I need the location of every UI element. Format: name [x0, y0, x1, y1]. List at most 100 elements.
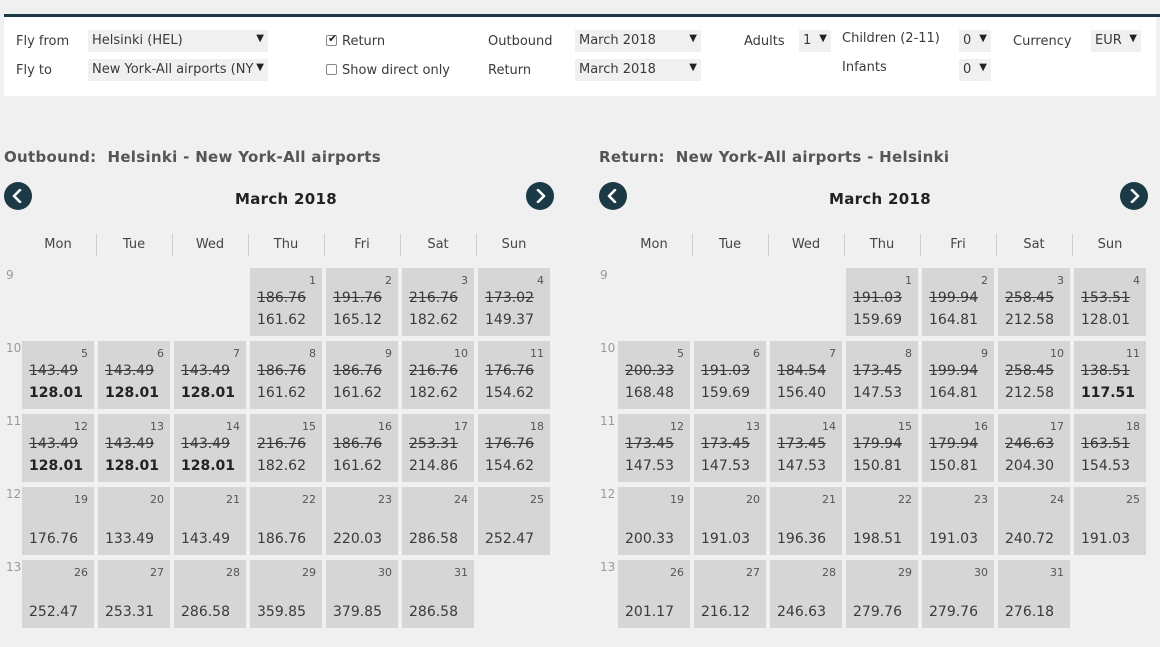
- return-day-cell[interactable]: 26 201.17: [618, 560, 690, 628]
- return-day-cell[interactable]: 14 173.45 147.53: [770, 414, 842, 482]
- week-number: 13: [6, 560, 22, 574]
- outbound-day-cell[interactable]: 15 216.76 182.62: [250, 414, 322, 482]
- outbound-day-cell[interactable]: 21 143.49: [174, 487, 246, 555]
- return-day-cell[interactable]: 1 191.03 159.69: [846, 268, 918, 336]
- return-day-cell[interactable]: 27 216.12: [694, 560, 766, 628]
- infants-select[interactable]: 0 ▼: [959, 59, 991, 81]
- return-prev-month-button[interactable]: [599, 182, 627, 210]
- return-day-cell[interactable]: 17 246.63 204.30: [998, 414, 1070, 482]
- return-next-month-button[interactable]: [1120, 182, 1148, 210]
- outbound-day-cell[interactable]: 4 173.02 149.37: [478, 268, 550, 336]
- return-day-cell[interactable]: 16 179.94 150.81: [922, 414, 994, 482]
- fly-to-label: Fly to: [16, 63, 52, 78]
- outbound-day-cell[interactable]: 30 379.85: [326, 560, 398, 628]
- outbound-day-cell[interactable]: 24 286.58: [402, 487, 474, 555]
- original-price: 143.49: [181, 363, 230, 379]
- return-day-cell[interactable]: 13 173.45 147.53: [694, 414, 766, 482]
- outbound-day-cell[interactable]: 25 252.47: [478, 487, 550, 555]
- currency-select[interactable]: EUR ▼: [1091, 30, 1141, 52]
- outbound-day-cell[interactable]: 31 286.58: [402, 560, 474, 628]
- fly-from-select[interactable]: Helsinki (HEL) ▼: [88, 30, 268, 52]
- outbound-day-cell[interactable]: 9 186.76 161.62: [326, 341, 398, 409]
- outbound-day-cell[interactable]: 28 286.58: [174, 560, 246, 628]
- return-day-cell[interactable]: 18 163.51 154.53: [1074, 414, 1146, 482]
- outbound-day-cell[interactable]: 8 186.76 161.62: [250, 341, 322, 409]
- return-day-cell[interactable]: 2 199.94 164.81: [922, 268, 994, 336]
- day-number: 5: [677, 347, 684, 360]
- dropdown-arrow-icon: ▼: [687, 62, 697, 73]
- direct-only-checkbox[interactable]: [326, 64, 337, 75]
- return-day-cell[interactable]: 6 191.03 159.69: [694, 341, 766, 409]
- infants-value: 0: [963, 62, 972, 77]
- return-day-cell[interactable]: 5 200.33 168.48: [618, 341, 690, 409]
- return-day-cell[interactable]: 8 173.45 147.53: [846, 341, 918, 409]
- return-day-cell[interactable]: 20 191.03: [694, 487, 766, 555]
- return-day-cell[interactable]: 28 246.63: [770, 560, 842, 628]
- return-day-cell[interactable]: 25 191.03: [1074, 487, 1146, 555]
- return-day-cell[interactable]: 15 179.94 150.81: [846, 414, 918, 482]
- outbound-day-cell[interactable]: 27 253.31: [98, 560, 170, 628]
- children-select[interactable]: 0 ▼: [959, 30, 991, 52]
- day-number: 8: [309, 347, 316, 360]
- outbound-day-cell[interactable]: 12 143.49 128.01: [22, 414, 94, 482]
- return-day-cell[interactable]: 31 276.18: [998, 560, 1070, 628]
- return-day-cell[interactable]: 29 279.76: [846, 560, 918, 628]
- outbound-day-cell[interactable]: 16 186.76 161.62: [326, 414, 398, 482]
- return-day-cell[interactable]: 30 279.76: [922, 560, 994, 628]
- outbound-next-month-button[interactable]: [526, 182, 554, 210]
- return-checkbox[interactable]: ✔: [326, 33, 337, 46]
- original-price: 179.94: [929, 436, 978, 452]
- dropdown-arrow-icon: ▼: [977, 62, 987, 73]
- return-day-cell[interactable]: 12 173.45 147.53: [618, 414, 690, 482]
- return-day-cell[interactable]: 7 184.54 156.40: [770, 341, 842, 409]
- return-day-cell[interactable]: 22 198.51: [846, 487, 918, 555]
- outbound-day-cell[interactable]: 10 216.76 182.62: [402, 341, 474, 409]
- return-day-cell[interactable]: 11 138.51 117.51: [1074, 341, 1146, 409]
- return-day-cell[interactable]: 19 200.33: [618, 487, 690, 555]
- outbound-day-cell[interactable]: 7 143.49 128.01: [174, 341, 246, 409]
- return-month-select[interactable]: March 2018 ▼: [575, 59, 701, 81]
- outbound-day-cell[interactable]: 29 359.85: [250, 560, 322, 628]
- outbound-day-cell[interactable]: 11 176.76 154.62: [478, 341, 550, 409]
- weekday-divider: [920, 234, 921, 256]
- day-number: 16: [378, 420, 392, 433]
- outbound-day-cell[interactable]: 1 186.76 161.62: [250, 268, 322, 336]
- fare-price: 286.58: [181, 604, 230, 620]
- return-day-cell[interactable]: 21 196.36: [770, 487, 842, 555]
- return-day-cell[interactable]: 9 199.94 164.81: [922, 341, 994, 409]
- outbound-day-cell[interactable]: 14 143.49 128.01: [174, 414, 246, 482]
- original-price: 143.49: [29, 436, 78, 452]
- outbound-day-cell[interactable]: 2 191.76 165.12: [326, 268, 398, 336]
- return-day-cell[interactable]: 10 258.45 212.58: [998, 341, 1070, 409]
- outbound-day-cell[interactable]: 26 252.47: [22, 560, 94, 628]
- day-number: 23: [974, 493, 988, 506]
- fare-price: 196.36: [777, 531, 826, 547]
- outbound-prev-month-button[interactable]: [4, 182, 32, 210]
- return-checkbox-label: Return: [342, 34, 386, 49]
- outbound-month-select[interactable]: March 2018 ▼: [575, 30, 701, 52]
- outbound-day-cell[interactable]: 5 143.49 128.01: [22, 341, 94, 409]
- outbound-day-cell[interactable]: 17 253.31 214.86: [402, 414, 474, 482]
- weekday-divider: [96, 234, 97, 256]
- outbound-day-cell[interactable]: 3 216.76 182.62: [402, 268, 474, 336]
- adults-select[interactable]: 1 ▼: [799, 30, 831, 52]
- outbound-day-cell[interactable]: 22 186.76: [250, 487, 322, 555]
- return-day-cell[interactable]: 3 258.45 212.58: [998, 268, 1070, 336]
- outbound-day-cell[interactable]: 18 176.76 154.62: [478, 414, 550, 482]
- weekday-header: Thu: [869, 237, 895, 252]
- outbound-day-cell[interactable]: 13 143.49 128.01: [98, 414, 170, 482]
- outbound-day-cell[interactable]: 19 176.76: [22, 487, 94, 555]
- outbound-day-cell[interactable]: 6 143.49 128.01: [98, 341, 170, 409]
- outbound-day-cell[interactable]: 23 220.03: [326, 487, 398, 555]
- return-day-cell[interactable]: 24 240.72: [998, 487, 1070, 555]
- original-price: 216.76: [409, 363, 458, 379]
- day-number: 12: [74, 420, 88, 433]
- outbound-day-cell[interactable]: 20 133.49: [98, 487, 170, 555]
- return-day-cell[interactable]: 23 191.03: [922, 487, 994, 555]
- original-price: 184.54: [777, 363, 826, 379]
- fare-price: 147.53: [777, 458, 826, 474]
- return-day-cell[interactable]: 4 153.51 128.01: [1074, 268, 1146, 336]
- children-value: 0: [963, 33, 972, 48]
- weekday-header: Fri: [950, 237, 966, 252]
- fly-to-select[interactable]: New York-All airports (NY ▼: [88, 59, 268, 81]
